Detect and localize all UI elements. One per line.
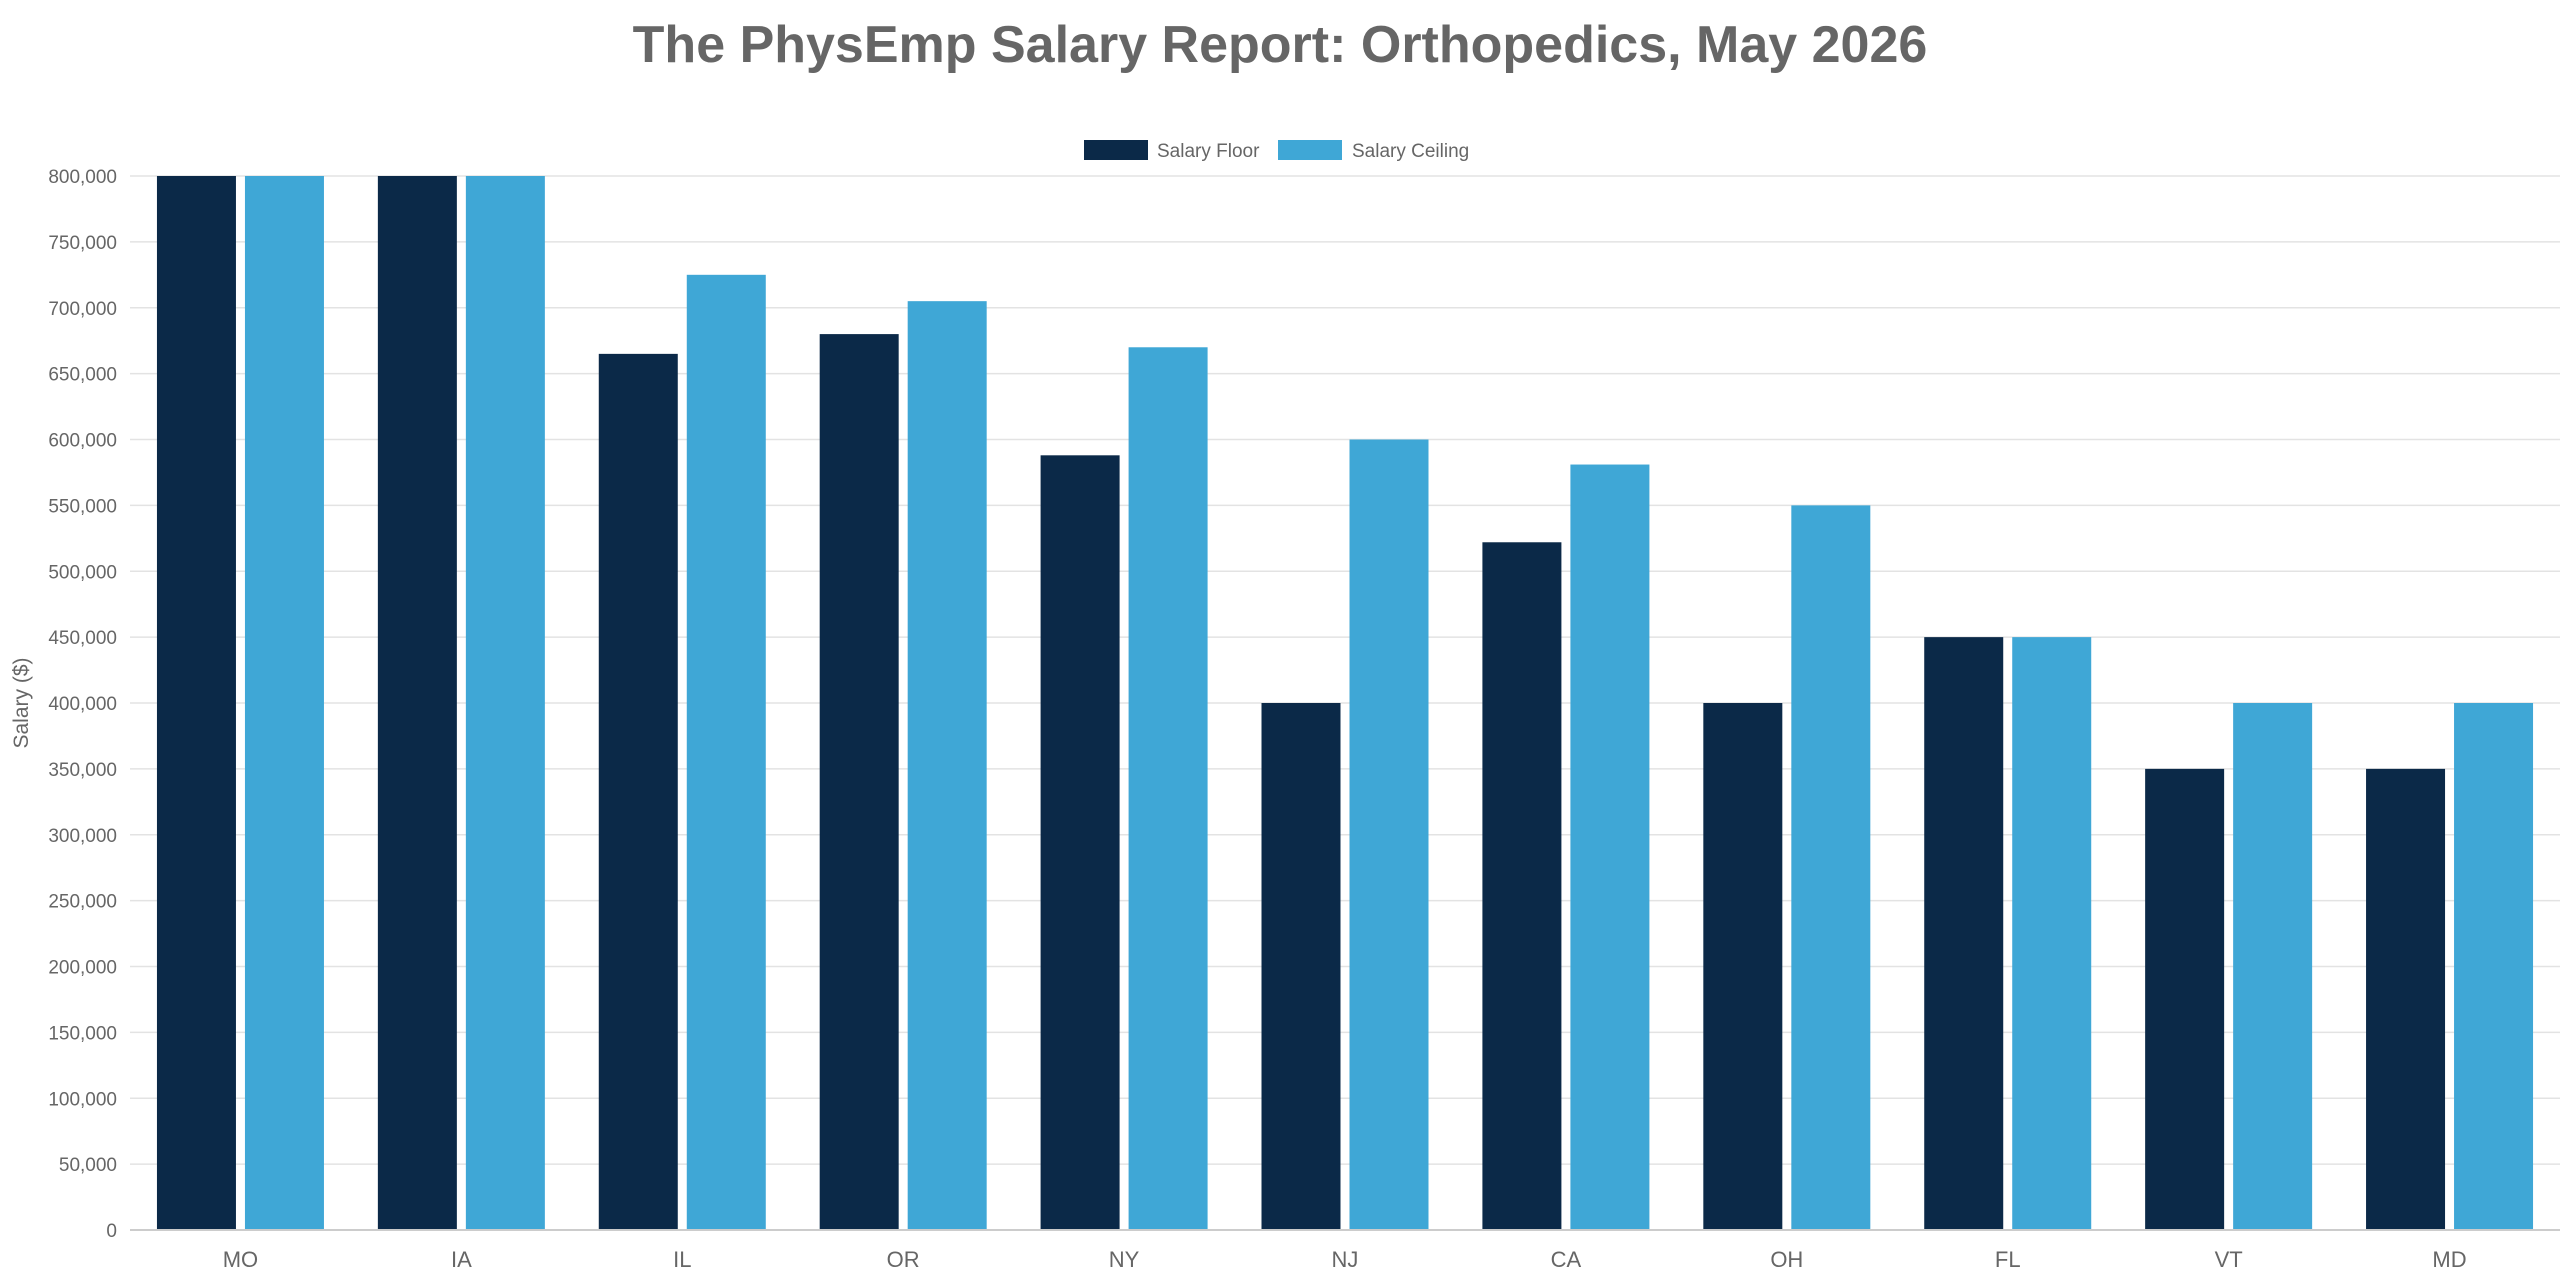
bar-salary-ceiling-ca xyxy=(1570,464,1650,1231)
y-tick-label: 250,000 xyxy=(48,892,117,913)
x-axis: MO IA IL OR NY NJ CA OH FL VT MD xyxy=(130,1229,2560,1272)
y-tick-label: 450,000 xyxy=(48,628,117,649)
y-axis-label: Salary ($) xyxy=(10,657,33,748)
bar-salary-ceiling-or xyxy=(907,301,987,1231)
y-tick-label: 750,000 xyxy=(48,233,117,254)
x-tick-label: FL xyxy=(1995,1247,2021,1272)
legend-label-salary-ceiling: Salary Ceiling xyxy=(1352,141,1469,162)
bar-salary-ceiling-vt xyxy=(2233,703,2313,1230)
legend-swatch-salary-ceiling xyxy=(1278,140,1342,160)
bar-salary-floor-ia xyxy=(377,176,457,1230)
y-tick-label: 50,000 xyxy=(59,1155,117,1176)
x-tick-label: MD xyxy=(2432,1247,2466,1272)
x-tick-label: IL xyxy=(673,1247,691,1272)
bar-salary-floor-fl xyxy=(1924,637,2004,1230)
legend-swatch-salary-floor xyxy=(1084,140,1148,160)
bar-salary-ceiling-oh xyxy=(1791,505,1871,1230)
legend: Salary Floor Salary Ceiling xyxy=(1084,140,1469,162)
y-tick-label: 350,000 xyxy=(48,760,117,781)
bar-salary-floor-mo xyxy=(156,176,236,1230)
y-tick-label: 500,000 xyxy=(48,562,117,583)
bar-salary-floor-vt xyxy=(2145,768,2225,1230)
legend-label-salary-floor: Salary Floor xyxy=(1157,141,1260,162)
bar-salary-ceiling-nj xyxy=(1349,439,1429,1230)
bar-salary-ceiling-il xyxy=(686,274,766,1230)
chart-title: The PhysEmp Salary Report: Orthopedics, … xyxy=(633,16,1928,74)
bar-salary-floor-il xyxy=(598,353,678,1230)
y-tick-label: 650,000 xyxy=(48,365,117,386)
y-tick-label: 800,000 xyxy=(48,167,117,188)
bars xyxy=(156,176,2534,1231)
bar-salary-ceiling-ny xyxy=(1128,347,1208,1230)
y-tick-label: 200,000 xyxy=(48,958,117,979)
y-tick-label: 400,000 xyxy=(48,694,117,715)
bar-salary-floor-nj xyxy=(1261,703,1341,1230)
bar-salary-floor-oh xyxy=(1703,703,1783,1230)
x-tick-label: MO xyxy=(223,1247,258,1272)
x-tick-label: NJ xyxy=(1332,1247,1359,1272)
x-tick-label: NY xyxy=(1109,1247,1140,1272)
bar-salary-ceiling-ia xyxy=(465,176,545,1230)
y-tick-label: 600,000 xyxy=(48,431,117,452)
x-tick-label: OR xyxy=(887,1247,920,1272)
bar-salary-ceiling-mo xyxy=(244,176,324,1230)
bar-salary-ceiling-md xyxy=(2454,703,2534,1230)
x-tick-label: IA xyxy=(451,1247,472,1272)
y-tick-label: 550,000 xyxy=(48,496,117,517)
bar-salary-ceiling-fl xyxy=(2012,637,2092,1230)
bar-salary-floor-ny xyxy=(1040,455,1120,1230)
bar-salary-floor-or xyxy=(819,334,899,1231)
bar-salary-floor-md xyxy=(2366,768,2446,1230)
bar-salary-floor-ca xyxy=(1482,542,1562,1230)
y-tick-label: 700,000 xyxy=(48,299,117,320)
y-tick-label: 0 xyxy=(106,1221,117,1242)
y-tick-label: 300,000 xyxy=(48,826,117,847)
x-tick-label: OH xyxy=(1770,1247,1803,1272)
y-tick-label: 150,000 xyxy=(48,1023,117,1044)
x-tick-label: VT xyxy=(2215,1247,2243,1272)
y-axis: 0 50,000 100,000 150,000 200,000 250,000 300,0… xyxy=(48,167,117,1242)
x-tick-label: CA xyxy=(1551,1247,1582,1272)
y-tick-label: 100,000 xyxy=(48,1089,117,1110)
